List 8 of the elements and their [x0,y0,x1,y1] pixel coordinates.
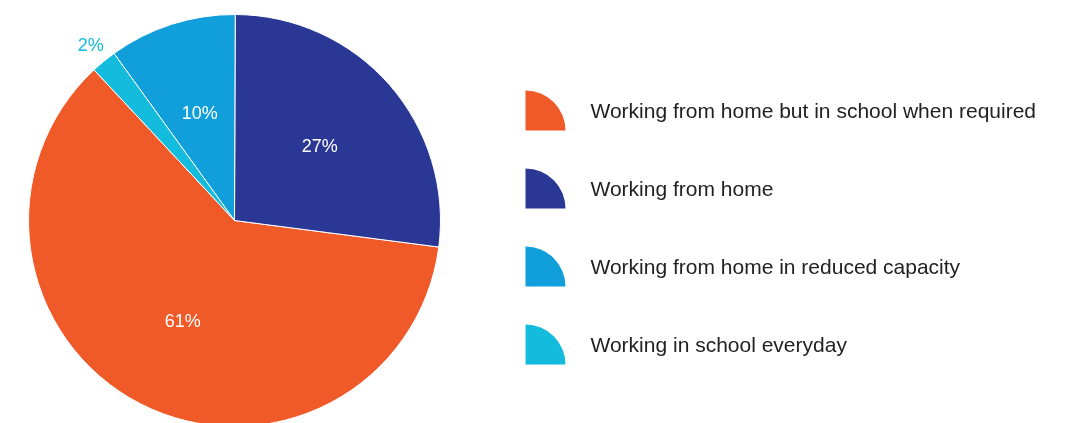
legend-label: Working from home but in school when required [590,99,1037,122]
data-label: 27% [301,135,338,156]
legend-label: Working in school everyday [590,333,848,356]
data-label: 2% [77,35,104,56]
data-label: 61% [164,311,201,332]
legend-label: Working from home [590,177,774,200]
legend-label: Working from home in reduced capacity [590,255,961,278]
data-label: 10% [181,102,218,123]
